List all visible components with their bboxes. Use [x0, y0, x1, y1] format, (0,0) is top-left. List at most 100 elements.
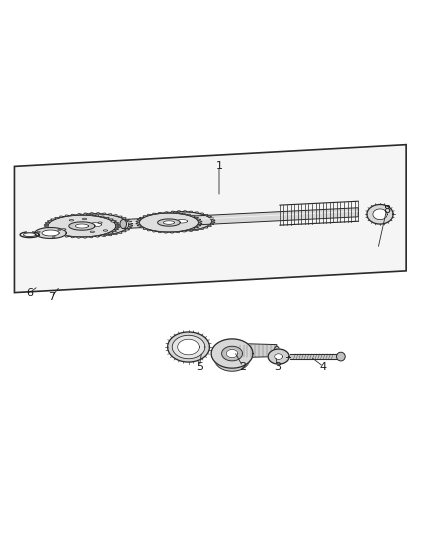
Polygon shape — [156, 214, 161, 216]
Polygon shape — [78, 214, 83, 215]
Polygon shape — [222, 346, 243, 361]
Polygon shape — [88, 223, 102, 227]
Text: 4: 4 — [320, 361, 327, 372]
Polygon shape — [104, 233, 109, 235]
Polygon shape — [76, 214, 82, 215]
Text: 7: 7 — [48, 292, 55, 302]
Polygon shape — [58, 227, 63, 229]
Polygon shape — [169, 212, 175, 213]
Polygon shape — [128, 225, 133, 227]
Polygon shape — [152, 225, 157, 227]
Ellipse shape — [111, 221, 115, 222]
Polygon shape — [65, 236, 70, 237]
Polygon shape — [60, 229, 66, 230]
Polygon shape — [115, 226, 120, 228]
Polygon shape — [60, 235, 65, 236]
Polygon shape — [193, 229, 198, 231]
Polygon shape — [211, 221, 215, 223]
Polygon shape — [106, 214, 112, 215]
Polygon shape — [123, 208, 358, 229]
Polygon shape — [64, 217, 69, 219]
Polygon shape — [214, 346, 250, 371]
Polygon shape — [209, 217, 214, 220]
Polygon shape — [124, 219, 130, 221]
Polygon shape — [58, 221, 63, 223]
Ellipse shape — [52, 237, 55, 238]
Polygon shape — [209, 223, 214, 225]
Polygon shape — [82, 237, 88, 238]
Polygon shape — [203, 227, 208, 228]
Polygon shape — [178, 339, 199, 355]
Polygon shape — [50, 219, 56, 221]
Polygon shape — [65, 215, 70, 216]
Polygon shape — [73, 233, 78, 235]
Polygon shape — [163, 212, 169, 213]
Polygon shape — [172, 335, 205, 359]
Polygon shape — [175, 212, 180, 214]
Polygon shape — [136, 223, 140, 224]
Polygon shape — [139, 217, 145, 219]
Polygon shape — [111, 230, 117, 231]
Ellipse shape — [103, 230, 108, 231]
Polygon shape — [182, 211, 188, 212]
Polygon shape — [99, 216, 104, 217]
Polygon shape — [149, 221, 153, 223]
Polygon shape — [143, 228, 148, 229]
Polygon shape — [180, 230, 185, 232]
Text: 8: 8 — [383, 205, 390, 215]
Polygon shape — [275, 354, 283, 359]
Ellipse shape — [58, 229, 61, 230]
Polygon shape — [124, 229, 130, 230]
Polygon shape — [94, 215, 99, 216]
Ellipse shape — [37, 231, 40, 232]
Polygon shape — [152, 216, 157, 217]
Ellipse shape — [69, 220, 74, 221]
Polygon shape — [45, 228, 50, 230]
Polygon shape — [111, 221, 117, 222]
Polygon shape — [61, 214, 129, 236]
Polygon shape — [106, 234, 112, 236]
Polygon shape — [45, 222, 50, 224]
Polygon shape — [101, 235, 106, 237]
Ellipse shape — [62, 229, 66, 230]
Polygon shape — [55, 233, 60, 235]
Polygon shape — [83, 213, 89, 214]
Ellipse shape — [274, 346, 280, 358]
Polygon shape — [150, 217, 155, 220]
Polygon shape — [55, 217, 60, 219]
Polygon shape — [101, 213, 106, 214]
Polygon shape — [193, 212, 198, 213]
Polygon shape — [35, 228, 66, 238]
Polygon shape — [139, 226, 145, 228]
Ellipse shape — [82, 218, 87, 220]
Polygon shape — [117, 216, 122, 218]
Polygon shape — [152, 230, 158, 232]
Polygon shape — [194, 226, 198, 228]
Polygon shape — [112, 215, 117, 216]
Polygon shape — [127, 227, 132, 229]
Polygon shape — [185, 214, 191, 216]
Polygon shape — [88, 236, 94, 238]
Polygon shape — [198, 223, 202, 224]
Polygon shape — [57, 223, 61, 225]
Polygon shape — [198, 228, 204, 230]
Polygon shape — [60, 219, 66, 221]
Polygon shape — [150, 223, 155, 225]
Polygon shape — [89, 236, 95, 237]
Polygon shape — [198, 221, 202, 223]
Polygon shape — [166, 229, 171, 231]
Polygon shape — [152, 212, 212, 231]
Polygon shape — [160, 228, 166, 230]
Polygon shape — [95, 213, 101, 214]
Polygon shape — [203, 214, 208, 216]
Polygon shape — [196, 224, 201, 226]
Polygon shape — [68, 216, 73, 218]
Polygon shape — [83, 235, 89, 237]
Polygon shape — [152, 213, 158, 215]
Polygon shape — [68, 232, 73, 233]
Polygon shape — [177, 220, 187, 223]
Polygon shape — [14, 144, 406, 293]
Polygon shape — [148, 214, 152, 216]
Polygon shape — [169, 232, 175, 233]
Ellipse shape — [336, 352, 345, 361]
